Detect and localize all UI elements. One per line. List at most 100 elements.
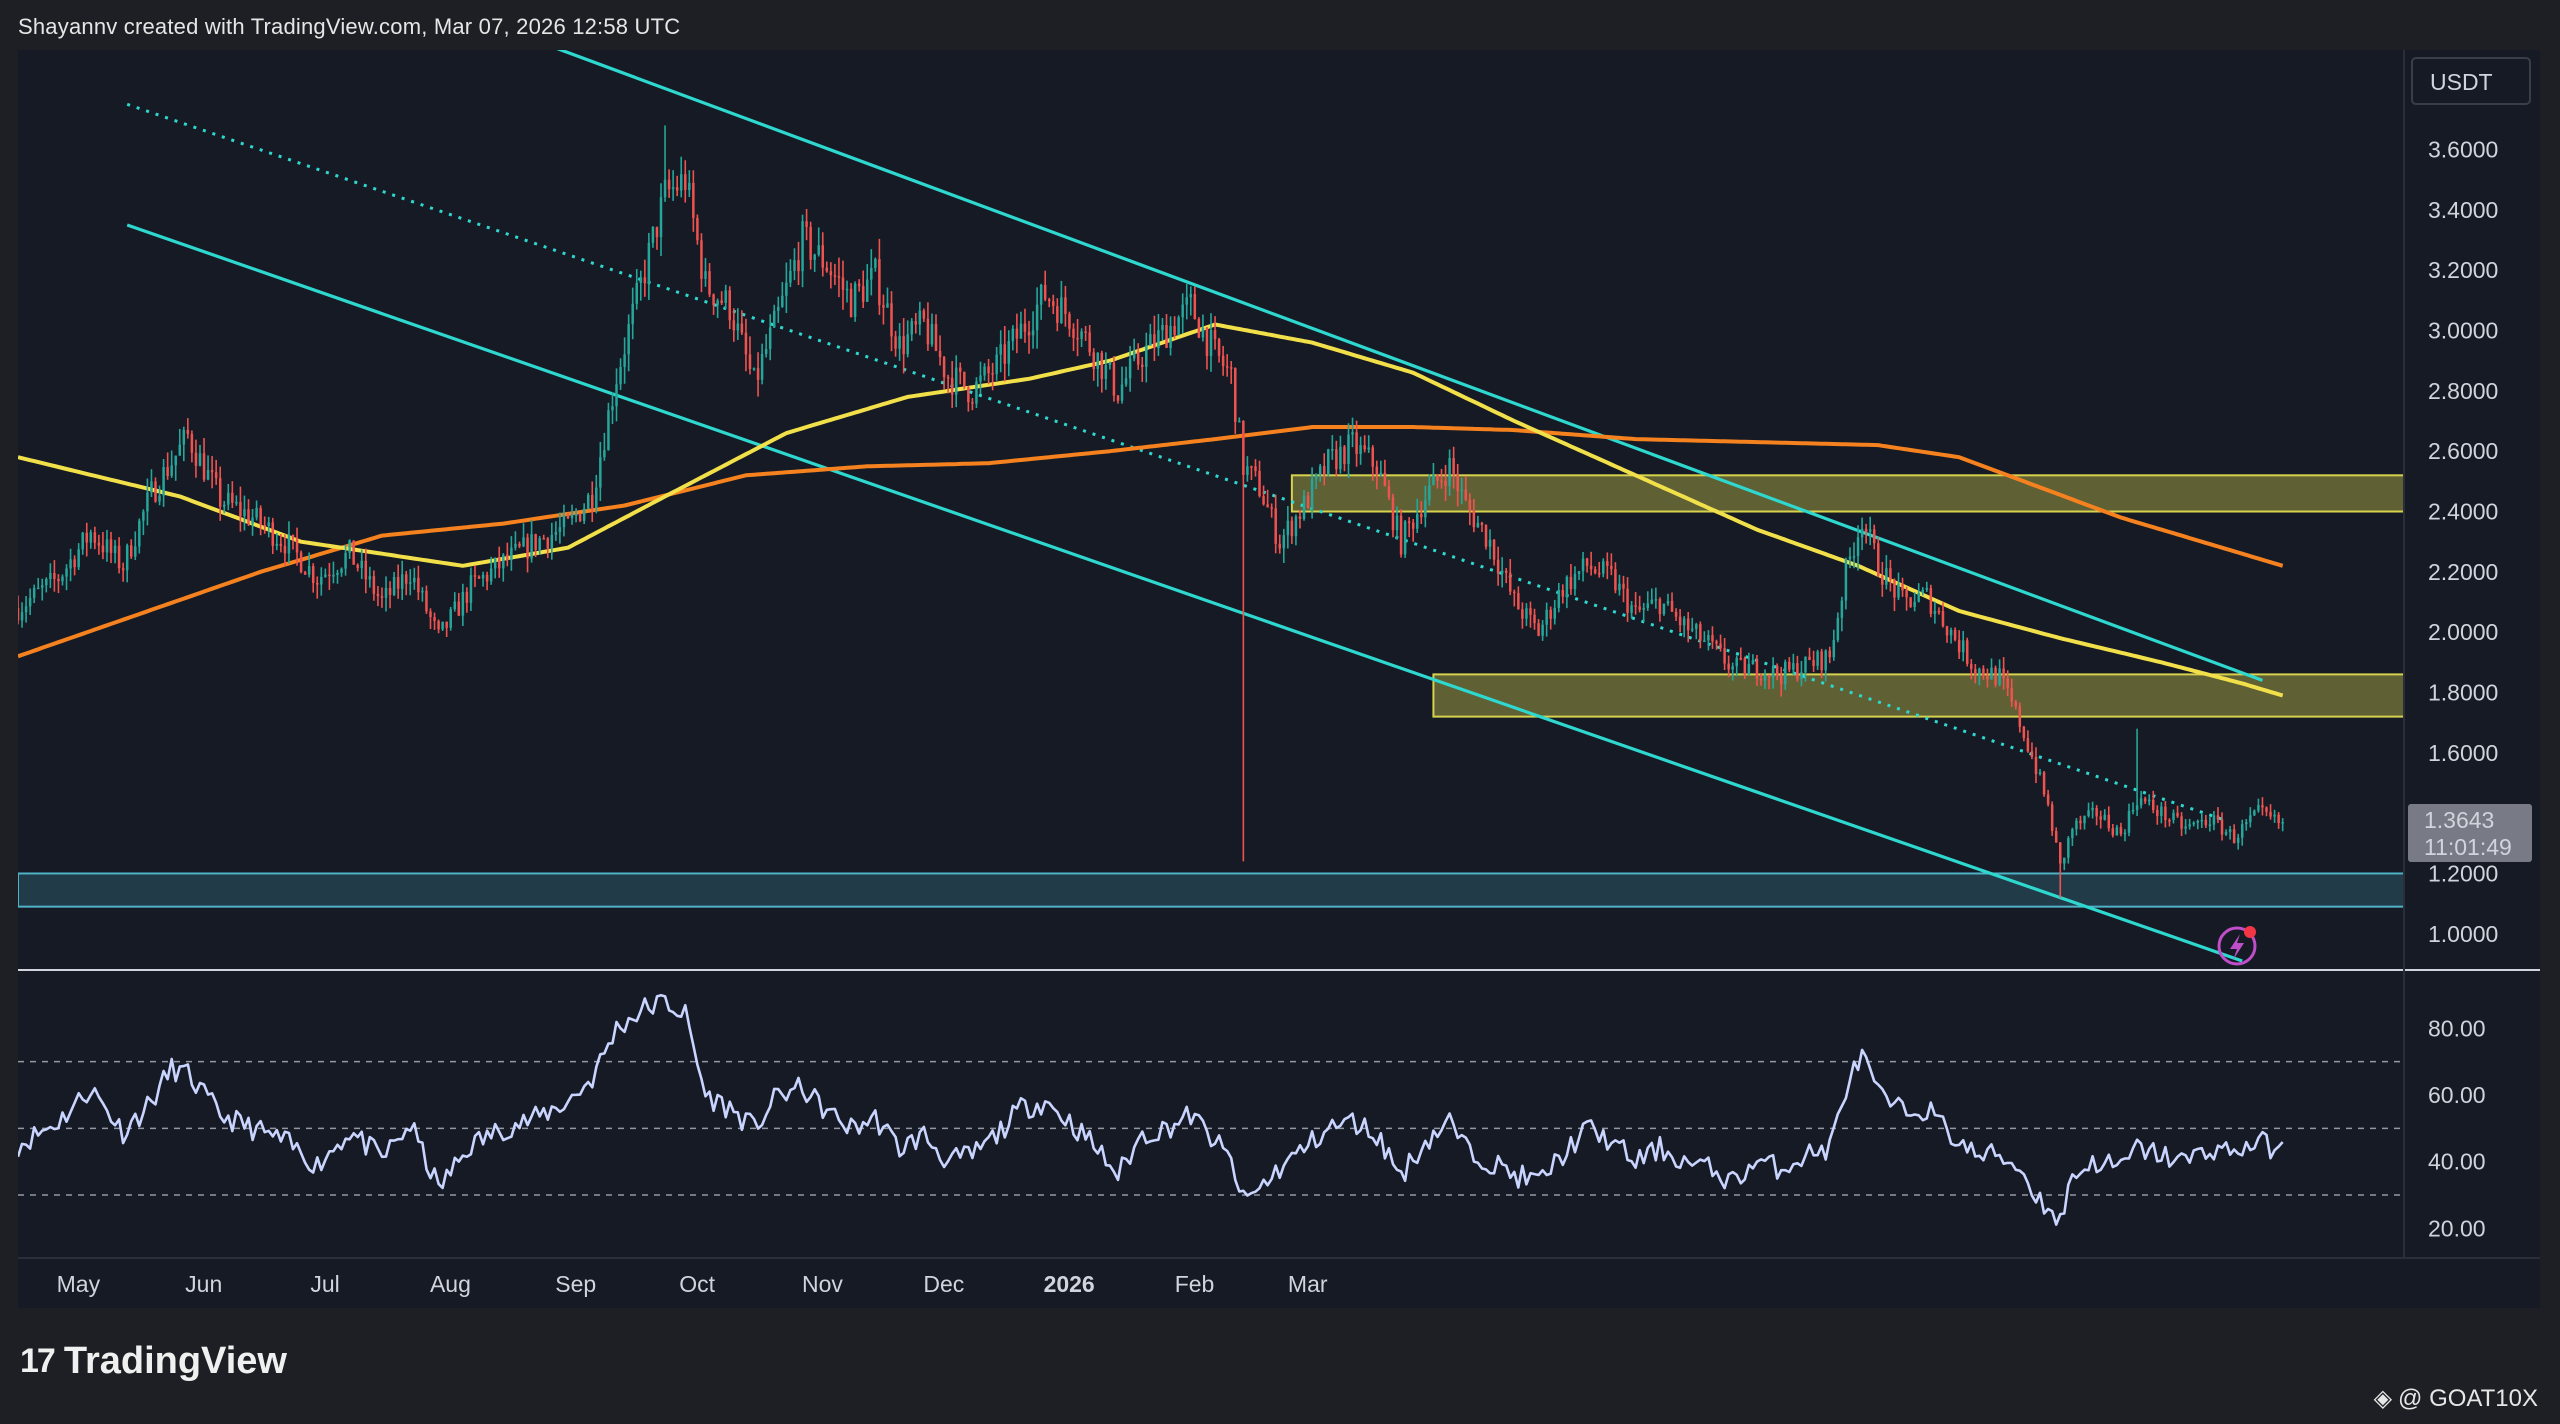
candle [797,241,800,286]
time-tick-label: Jul [310,1271,339,1297]
candle [562,504,566,537]
candle [2253,809,2256,816]
candle [101,532,105,560]
candle [1335,440,1338,477]
candle [2180,812,2183,837]
candle [1108,361,1112,370]
candle [1820,648,1823,679]
time-axis[interactable]: May Jun Jul Aug Sep Oct Nov Dec 2026 Feb Mar [57,1271,1328,1297]
candle [1221,345,1225,376]
candle [1209,313,1213,372]
candle [1153,315,1156,361]
currency-badge[interactable]: USDT [2411,57,2531,105]
candle [2245,818,2248,831]
candle [433,612,436,630]
candle [1654,587,1658,609]
candle [2164,801,2167,828]
candle [465,587,469,613]
candle [1642,602,1645,622]
candle [1472,499,1476,533]
candle [2184,819,2187,835]
tradingview-logo[interactable]: 17 TradingView [20,1340,287,1383]
candle [1662,603,1666,616]
candle [105,529,109,562]
candle [1052,294,1055,315]
candle [833,263,837,286]
rsi-line [18,993,2284,1226]
candle [85,522,89,557]
candle [1893,578,1896,612]
candle [1561,584,1565,604]
candle [1808,647,1811,661]
candle [647,232,651,300]
candle [1970,659,1973,680]
candle [2139,790,2143,809]
candle [1707,630,1710,651]
candle [97,534,101,555]
rsi-axis[interactable]: 80.00 60.00 40.00 20.00 [2428,1015,2486,1241]
candle [1577,571,1581,581]
candle [340,567,343,577]
candle [1294,514,1298,546]
candle [954,355,958,408]
candle [360,549,363,580]
price-tick-label: 1.0000 [2428,921,2498,947]
candle [311,563,315,593]
candle [926,302,930,351]
chart-panel[interactable]: USDT 3.6000 3.4000 3.2000 3.0000 2.8000 2.600… [18,50,2540,1308]
candle [906,320,909,358]
candle [2135,728,2139,816]
last-price-label: 1.3643 11:01:49 [2408,804,2532,862]
candle [2119,822,2123,837]
candle [376,585,380,607]
candle [829,262,833,289]
candle [1375,460,1379,490]
candle [2002,657,2005,690]
candle [845,280,849,303]
candle [1274,494,1277,554]
candle [154,477,157,503]
candle [413,567,416,590]
candle [1751,654,1755,665]
candle [1699,621,1702,649]
candle [1804,656,1807,682]
candle [81,531,84,555]
candle [1889,559,1892,592]
candle [489,556,493,585]
candle [49,563,52,589]
alert-lightning-icon[interactable] [2217,926,2257,966]
candle [1488,529,1492,560]
price-chart-svg[interactable]: USDT 3.6000 3.4000 3.2000 3.0000 2.8000 2.600… [18,50,2540,1308]
candle [1185,283,1188,320]
candle [190,430,194,463]
candle [971,398,974,411]
candle [522,523,525,548]
candle [1415,498,1419,533]
candle [1832,629,1836,661]
candle [1965,637,1969,667]
watermark-credit: ◈ @ GOAT10X [2374,1384,2538,1413]
candle [1068,311,1071,337]
candle [186,418,190,439]
candle [1957,630,1961,659]
time-tick-label: Oct [679,1271,715,1297]
candle [1998,659,2001,687]
candle [206,455,210,481]
candle [1735,655,1738,677]
candle [995,346,998,381]
price-tick-label: 3.6000 [2428,137,2498,163]
candle [1986,668,1989,688]
candle [1411,519,1415,542]
candle [1027,320,1031,354]
candle [1331,435,1334,460]
candle [1901,577,1904,597]
candle [1217,337,1221,363]
ma200-line [18,425,2284,659]
candle [1124,366,1128,387]
candle [1262,485,1265,506]
candle [1298,510,1302,529]
candle [1715,639,1718,650]
candle [409,569,412,596]
price-axis[interactable]: 3.6000 3.4000 3.2000 3.0000 2.8000 2.6000 2.40… [2428,137,2498,947]
candle [291,534,295,550]
